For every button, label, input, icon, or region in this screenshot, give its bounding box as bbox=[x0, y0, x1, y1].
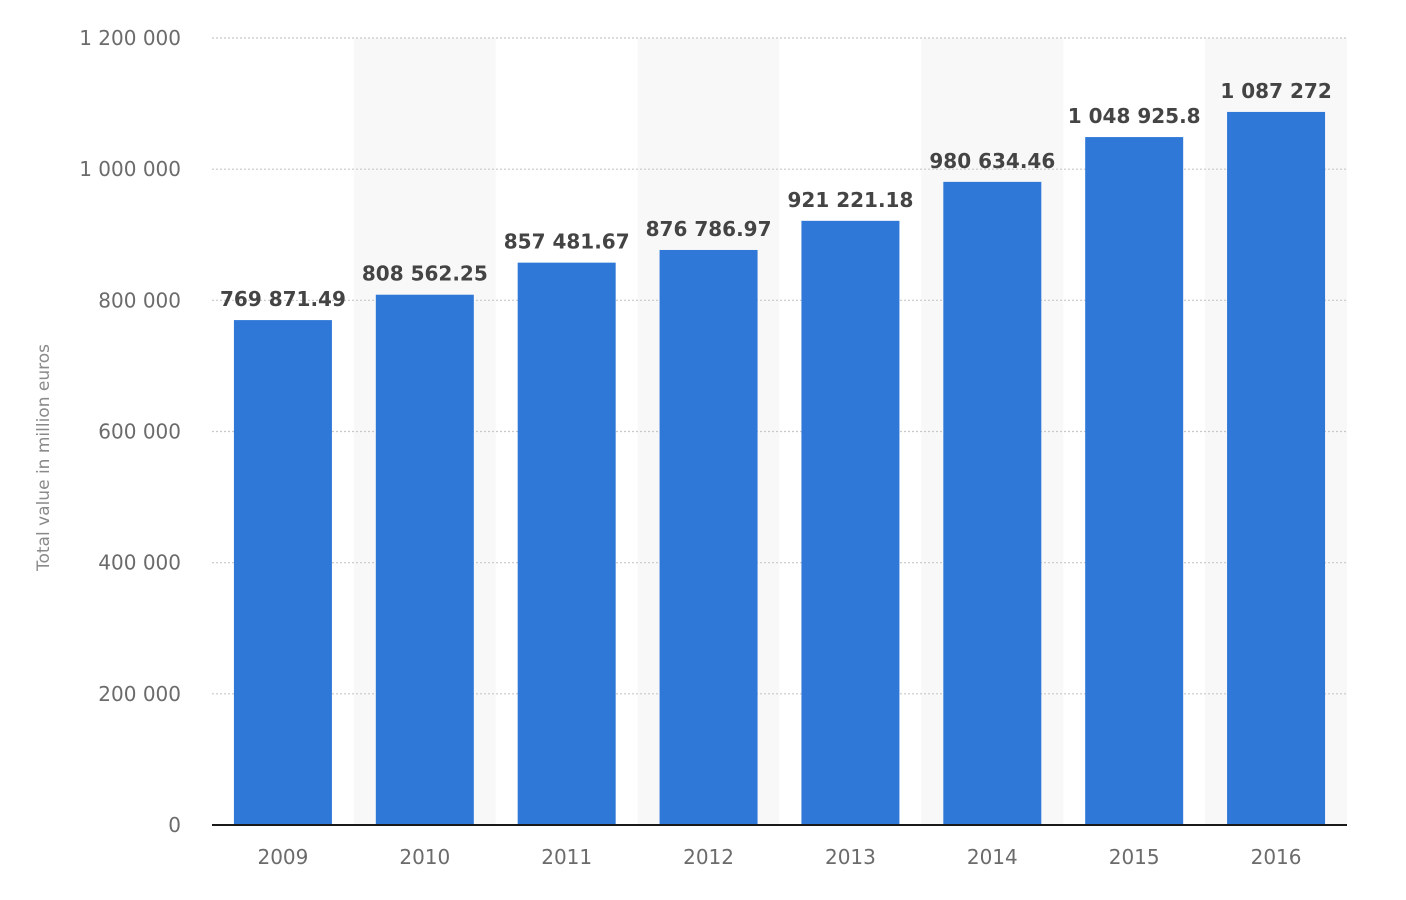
x-tick-label: 2011 bbox=[541, 845, 592, 869]
x-tick-label: 2012 bbox=[683, 845, 734, 869]
data-label: 921 221.18 bbox=[787, 188, 913, 212]
y-tick-label: 600 000 bbox=[98, 420, 181, 444]
data-label: 808 562.25 bbox=[362, 262, 488, 286]
bar-2012[interactable] bbox=[659, 249, 758, 825]
y-tick-label: 0 bbox=[168, 813, 181, 837]
bar-2013[interactable] bbox=[801, 220, 900, 825]
bar-2014[interactable] bbox=[943, 181, 1042, 825]
x-tick-label: 2010 bbox=[399, 845, 450, 869]
data-label: 769 871.49 bbox=[220, 287, 346, 311]
data-label: 980 634.46 bbox=[929, 149, 1055, 173]
data-label: 1 048 925.8 bbox=[1068, 104, 1201, 128]
y-tick-label: 1 000 000 bbox=[79, 157, 181, 181]
x-tick-label: 2014 bbox=[967, 845, 1018, 869]
data-label: 1 087 272 bbox=[1220, 79, 1331, 103]
x-axis-ticks: 2009 2010 2011 2012 2013 2014 2015 2016 bbox=[257, 845, 1301, 869]
bars bbox=[233, 111, 1326, 826]
y-tick-label: 200 000 bbox=[98, 682, 181, 706]
x-tick-label: 2016 bbox=[1251, 845, 1302, 869]
data-label: 876 786.97 bbox=[646, 217, 772, 241]
x-tick-label: 2013 bbox=[825, 845, 876, 869]
y-tick-label: 400 000 bbox=[98, 551, 181, 575]
x-tick-label: 2015 bbox=[1109, 845, 1160, 869]
y-tick-label: 800 000 bbox=[98, 288, 181, 312]
bar-2010[interactable] bbox=[375, 294, 474, 826]
x-tick-label: 2009 bbox=[257, 845, 308, 869]
y-tick-label: 1 200 000 bbox=[79, 26, 181, 50]
bar-2015[interactable] bbox=[1085, 137, 1184, 826]
bar-2011[interactable] bbox=[517, 262, 616, 825]
data-labels: 769 871.49 808 562.25 857 481.67 876 786.97… bbox=[220, 79, 1332, 311]
y-axis-ticks: 0 200 000 400 000 600 000 800 000 1 000 000 1 … bbox=[79, 26, 181, 837]
data-label: 857 481.67 bbox=[504, 230, 630, 254]
bar-2009[interactable] bbox=[233, 320, 332, 825]
bar-2016[interactable] bbox=[1227, 111, 1326, 825]
y-axis-label: Total value in million euros bbox=[34, 344, 54, 572]
